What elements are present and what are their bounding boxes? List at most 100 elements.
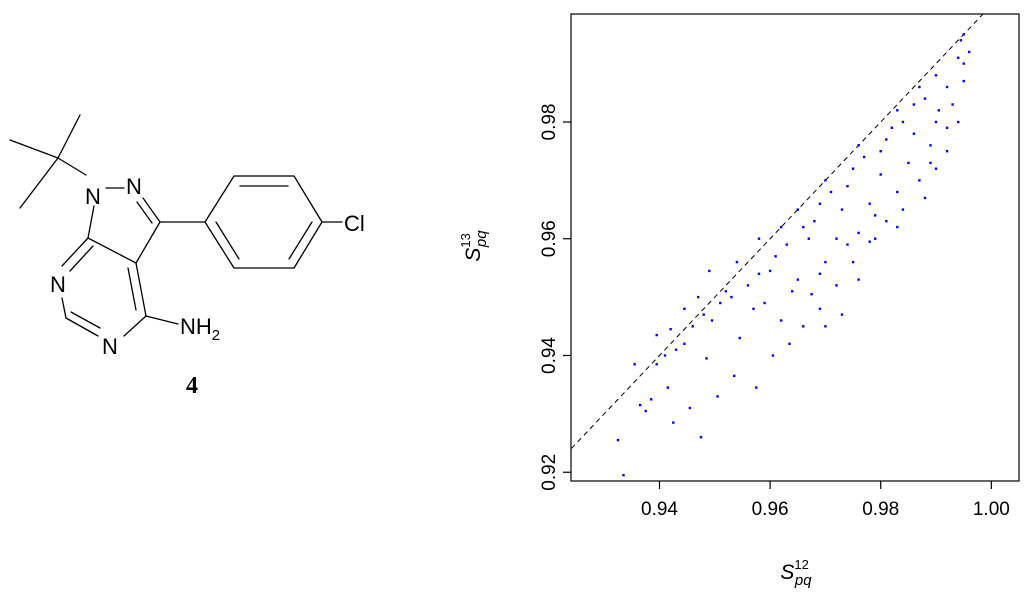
data-point [851,167,855,170]
data-point [945,126,949,129]
x-tick-label: 0.94 [641,499,678,520]
atom-label-n5: N [102,334,118,359]
data-point [923,97,927,100]
data-point [907,161,910,165]
data-point [951,103,954,106]
y-axis-label: S13pq [458,230,490,262]
data-point [824,260,827,264]
data-point [945,150,949,153]
bond-c3a-c7a [87,237,137,264]
x-axis-label-subscript: pq [794,572,812,589]
data-point [735,260,739,264]
data-point [813,220,816,223]
data-point [962,62,965,65]
phenyl-double-2 [288,221,313,260]
data-point [929,144,932,147]
x-axis-label: S12 pq [780,557,812,589]
data-point [818,272,822,275]
data-point [802,225,805,229]
atom-label-n7: N [50,272,66,297]
data-point [896,225,899,229]
data-point [846,243,849,246]
data-point [862,155,866,159]
data-point [716,395,719,398]
y-axis-label-superscript: 13 [458,233,473,247]
compound-number: 4 [186,373,198,399]
bond-c7a-n7 [61,237,89,267]
phenyl-bond-3 [293,175,323,223]
atom-label-n1: N [85,184,101,209]
data-point [918,85,921,89]
data-point [840,208,844,211]
data-point [650,398,653,401]
data-point [912,103,916,106]
data-point [857,278,860,281]
phenyl-double-3 [215,221,240,260]
atom-label-cl: Cl [344,211,365,236]
data-point [818,202,822,205]
data-point [616,438,620,442]
bond-c6-n5 [65,317,99,337]
x-axis-label-superscript: 12 [794,557,808,572]
data-point [807,237,810,240]
data-point [874,237,877,240]
data-point [710,319,714,322]
data-point [874,214,877,217]
scatter-chart: 0.94 0.96 0.98 1.00 0.920.940.960.98 S12 pq … [458,13,1020,589]
bond-c7a-n1 [87,205,95,239]
phenyl-bond-6 [204,221,235,269]
reference-line-y-equals-x [571,14,984,450]
data-point [840,313,844,316]
data-point [755,386,758,389]
scatter-points [616,33,971,477]
molecule-structure: N N N N Cl NH2 4 [9,114,365,399]
data-point [796,208,799,211]
data-point [885,220,888,223]
plot-frame [570,13,1020,482]
data-point [890,126,893,129]
data-point [962,79,965,83]
data-point [733,374,736,378]
data-point [719,301,722,305]
data-point [918,179,921,182]
atom-label-n2: N [126,174,142,199]
atom-label-nh2: NH2 [180,314,220,344]
data-point [962,33,965,36]
atom-label-nh2-main: NH [180,314,212,339]
data-point [857,144,860,147]
data-point [674,348,678,351]
data-point [768,269,772,273]
data-point [810,293,813,296]
data-point [672,421,675,424]
tbutyl-methyl-bond-2 [57,114,81,159]
data-point [763,301,766,305]
data-point [622,474,625,477]
data-point [901,208,905,211]
data-point [829,190,833,194]
y-axis-label-subscript: pq [473,230,490,248]
data-point [835,237,838,240]
x-tick-label: 0.96 [752,499,789,520]
data-point [929,161,932,165]
data-point [699,436,703,439]
data-point [912,132,916,135]
data-point [638,403,642,407]
bond-n2-c3-double [136,201,153,224]
x-axis-label-base: S [780,561,794,584]
data-point [691,325,694,328]
data-point [683,307,686,310]
tbutyl-bond-quaternary [57,157,87,176]
data-point [655,333,658,337]
data-point [644,409,647,413]
bond-c7a-n7-double [69,245,94,272]
data-point [934,74,938,77]
data-point [738,336,741,340]
x-tick-label: 1.00 [973,499,1010,520]
data-point [655,363,658,366]
data-point [824,179,827,182]
data-point [846,185,849,188]
data-point [746,284,750,287]
data-point [957,56,960,59]
data-point [757,272,761,275]
data-point [802,325,805,328]
